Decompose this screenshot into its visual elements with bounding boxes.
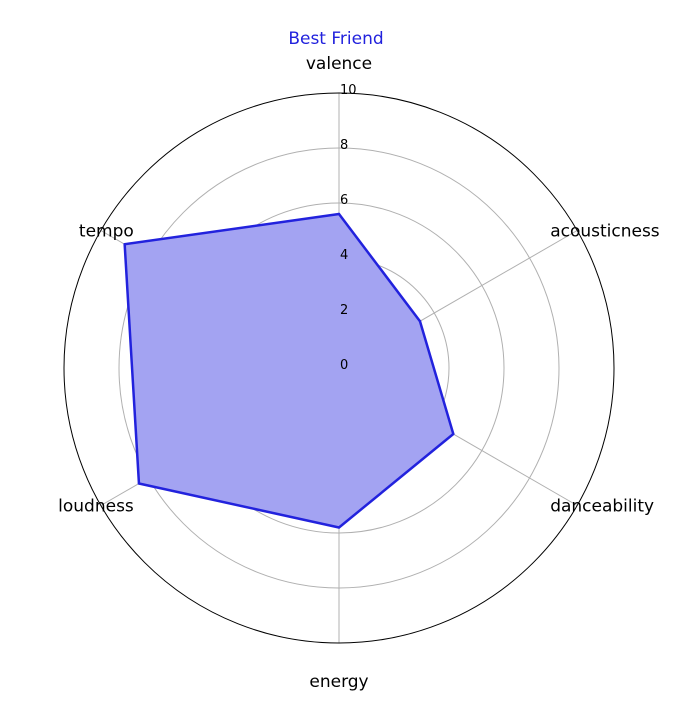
axis-label-loudness: loudness — [58, 497, 134, 517]
r-tick-label: 2 — [340, 303, 348, 318]
data-point-acousticness — [418, 320, 422, 323]
axis-label-tempo: tempo — [79, 222, 134, 242]
r-tick-label: 0 — [340, 358, 348, 373]
r-tick-label: 10 — [340, 83, 357, 98]
data-point-danceability — [452, 432, 455, 436]
r-tick-label: 8 — [340, 138, 348, 153]
series-fill — [124, 214, 454, 528]
data-point-valence — [337, 212, 341, 216]
tick-layer: 0 2 4 6 8 10 — [340, 83, 357, 373]
outer-frame — [63, 92, 615, 644]
data-point-loudness — [137, 482, 141, 485]
r-tick-label: 6 — [340, 193, 348, 208]
label-layer: valence acousticness danceability energy lou… — [58, 54, 660, 692]
r-tick-label: 4 — [340, 248, 348, 263]
axis-label-danceability: danceability — [550, 497, 654, 517]
axis-label-acousticness: acousticness — [550, 222, 660, 242]
data-layer — [123, 212, 455, 529]
chart-title: Best Friend — [288, 29, 383, 49]
data-point-tempo — [123, 243, 126, 246]
axis-label-energy: energy — [309, 672, 368, 692]
data-point-energy — [337, 526, 341, 529]
axis-label-valence: valence — [306, 54, 372, 74]
